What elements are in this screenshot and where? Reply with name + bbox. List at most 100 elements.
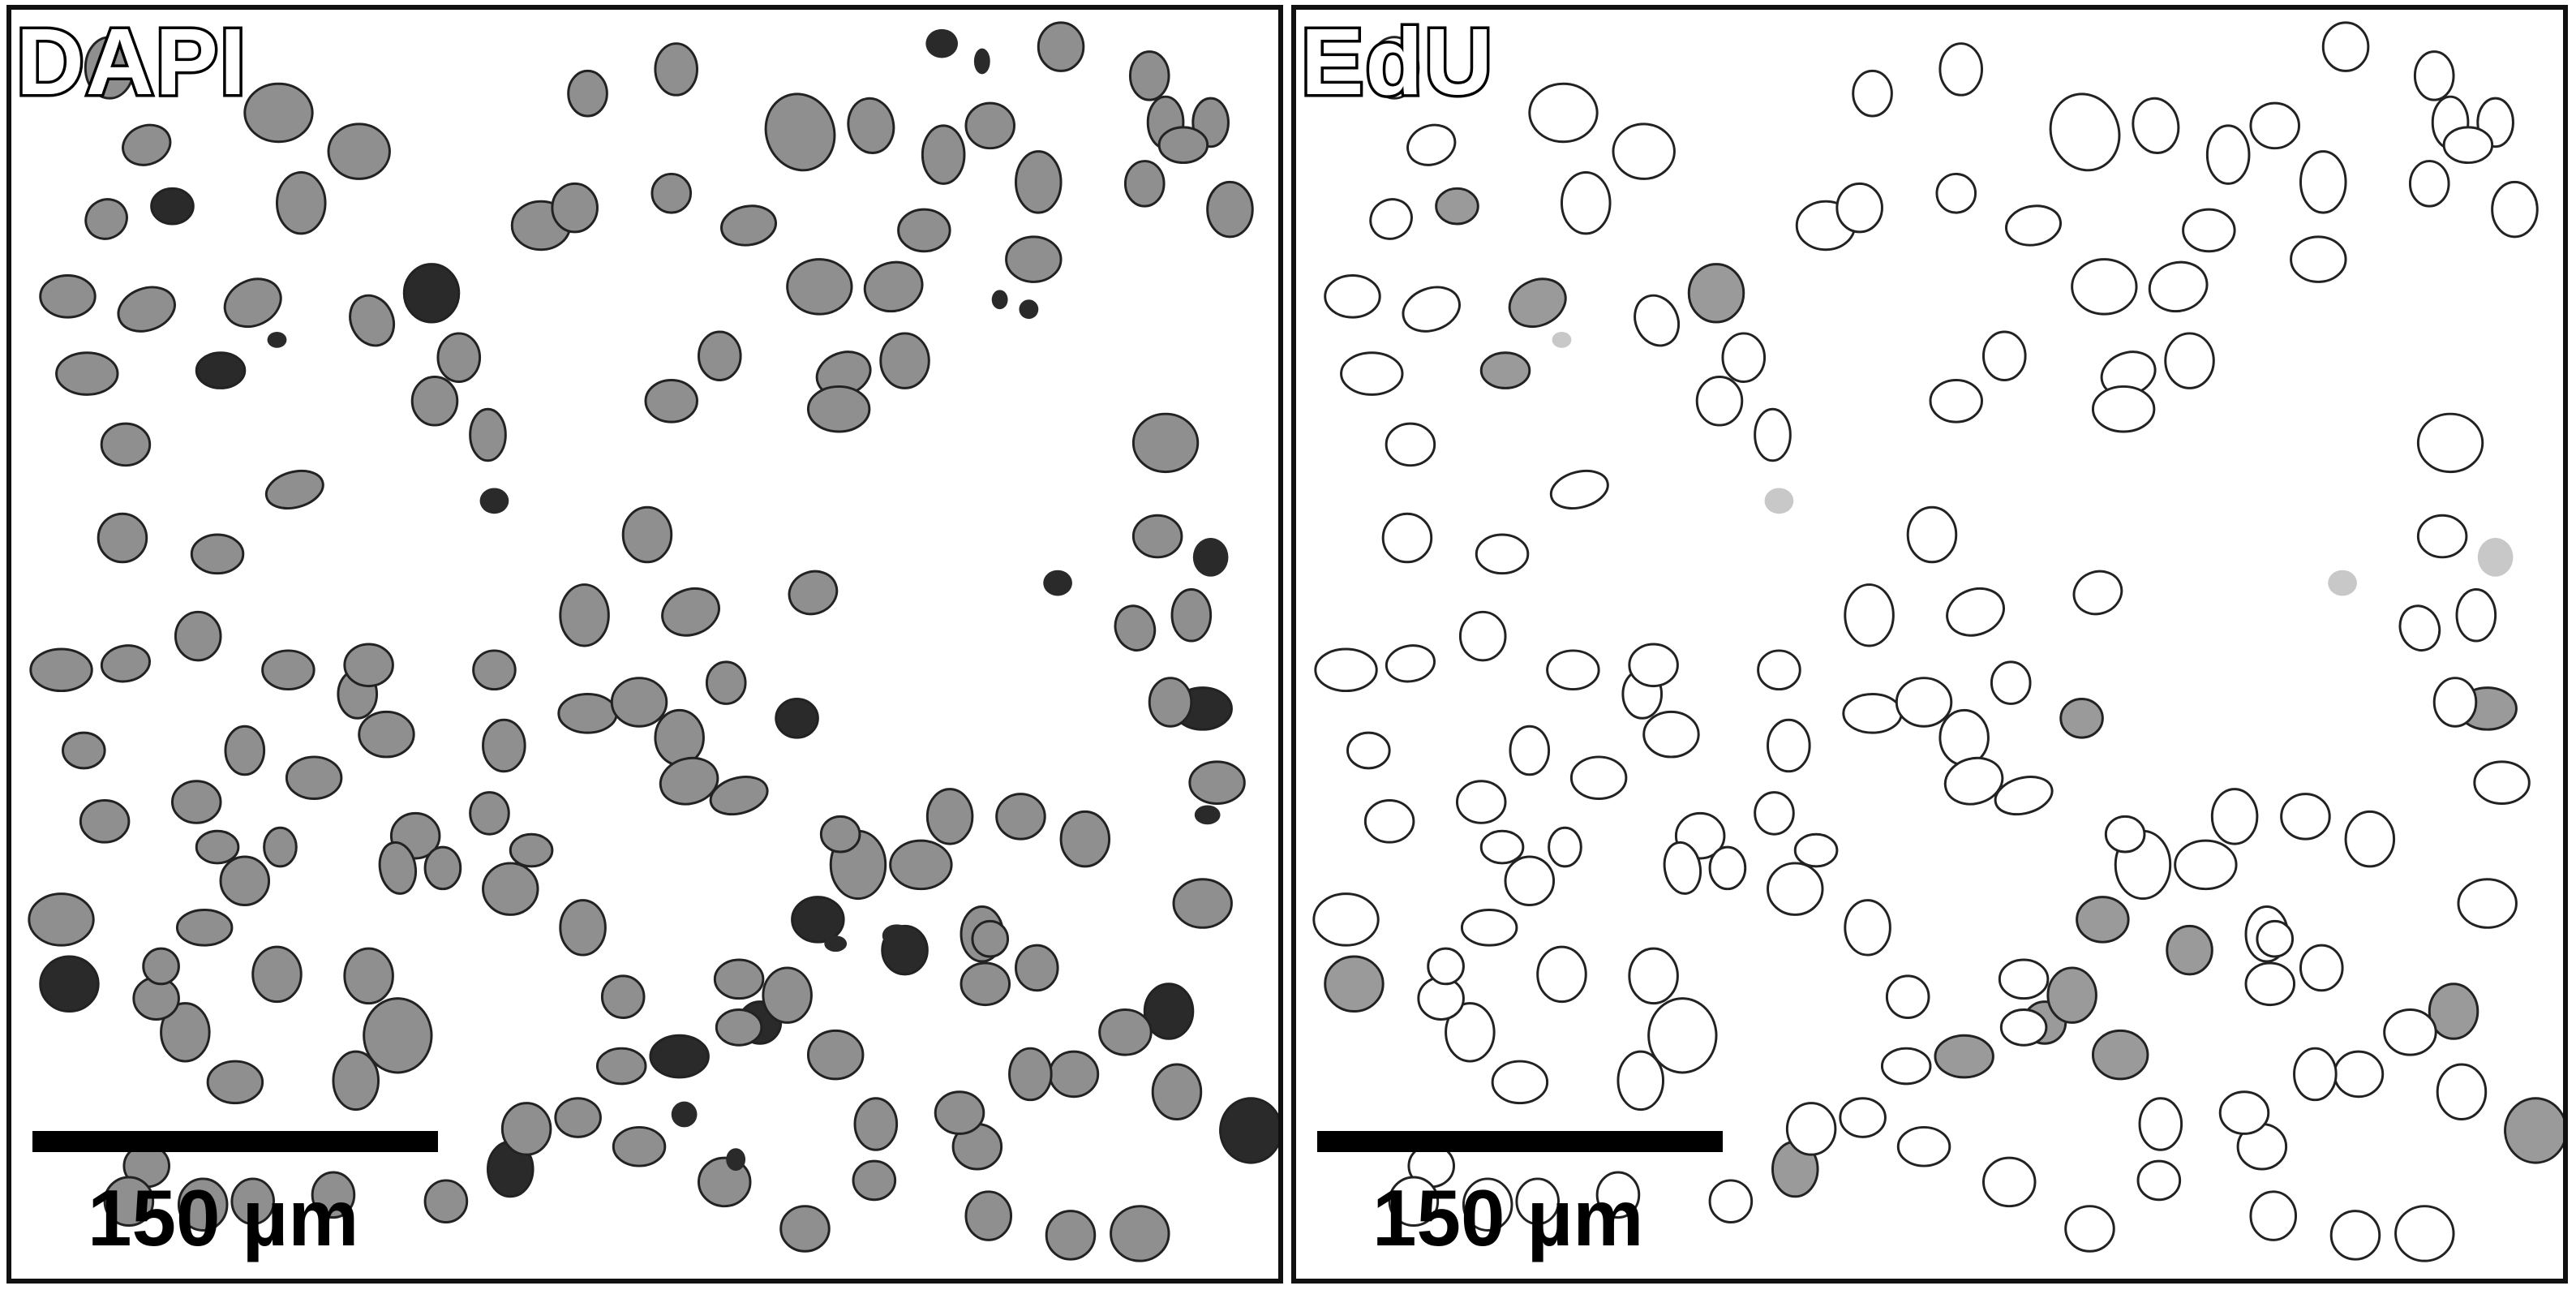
edu-nucleus-outline: [1346, 731, 1391, 770]
dapi-nucleus: [964, 1190, 1013, 1241]
dapi-nucleus: [934, 1090, 985, 1135]
edu-nucleus-outline: [1595, 1171, 1641, 1219]
dapi-nucleus: [720, 204, 777, 247]
edu-nucleus-outline: [1708, 1179, 1754, 1224]
dapi-nucleus: [482, 862, 539, 916]
dapi-panel: DAPI 150 µm: [6, 5, 1283, 1284]
dapi-debris: [671, 1101, 698, 1128]
dapi-nucleus: [142, 947, 180, 986]
dapi-nucleus: [174, 610, 222, 662]
edu-nucleus-outline: [1312, 892, 1380, 947]
edu-nucleus-outline: [2049, 92, 2121, 172]
edu-nucleus-outline: [2218, 1090, 2270, 1135]
dapi-nucleus: [705, 660, 747, 705]
edu-nucleus-outline: [2290, 235, 2347, 283]
edu-nucleus-outline: [1462, 1177, 1513, 1232]
dapi-debris: [1194, 805, 1221, 825]
dapi-nucleus: [349, 294, 396, 347]
dapi-nucleus: [79, 799, 131, 844]
edu-nucleus-outline: [1528, 82, 1599, 144]
dapi-nucleus: [469, 407, 507, 462]
dapi-channel-label: DAPI: [13, 9, 248, 114]
dapi-nucleus: [1170, 588, 1213, 643]
dapi-nucleus: [698, 330, 742, 381]
dapi-nucleus: [1131, 514, 1183, 559]
dapi-nucleus: [122, 123, 172, 166]
edu-nucleus-outline: [1896, 1125, 1951, 1167]
dapi-nucleus: [1114, 604, 1157, 651]
edu-nucleus-outline: [2299, 150, 2347, 214]
dapi-nucleus: [219, 855, 271, 907]
dapi-debris: [1019, 299, 1039, 320]
edu-nucleus-outline: [2455, 588, 2497, 643]
dapi-nucleus: [1110, 1205, 1170, 1262]
edu-nucleus-outline: [1560, 170, 1612, 235]
edu-nucleus-outline: [2182, 208, 2236, 253]
edu-nucleus-outline: [2104, 815, 2146, 854]
edu-debris: [2477, 538, 2514, 577]
dapi-nucleus: [97, 512, 148, 564]
dapi-nucleus: [261, 649, 316, 691]
edu-nucleus-outline: [1842, 693, 1903, 734]
dapi-debris: [479, 488, 509, 514]
dapi-nucleus: [472, 649, 517, 691]
edu-nucleus-outline: [2072, 570, 2123, 616]
edu-nucleus-outline: [2005, 204, 2062, 247]
edu-nucleus-outline: [1994, 776, 2054, 816]
dapi-nucleus: [921, 124, 966, 185]
edu-nucleus-outline: [1445, 1002, 1496, 1063]
edu-nucleus-outline: [1934, 1034, 1994, 1079]
dapi-nucleus: [378, 841, 418, 895]
dapi-nucleus: [788, 570, 839, 616]
edu-nucleus-outline: [1687, 263, 1745, 324]
edu-nucleus-outline: [1852, 69, 1893, 118]
dapi-nucleus: [806, 385, 871, 433]
edu-nucleus-outline: [1368, 36, 1420, 100]
dapi-nucleus: [84, 36, 135, 100]
dapi-nucleus: [1014, 150, 1063, 214]
edu-nucleus-outline: [1324, 273, 1381, 319]
edu-nucleus-outline: [1628, 643, 1679, 688]
dapi-nucleus: [879, 332, 930, 389]
dapi-nucleus: [661, 587, 720, 637]
dapi-nucleus: [559, 899, 607, 957]
dapi-nucleus: [567, 69, 608, 118]
dapi-nucleus: [343, 947, 394, 1005]
edu-nucleus-outline: [2432, 677, 2478, 728]
edu-nucleus-outline: [1406, 123, 1457, 166]
dapi-nucleus: [791, 896, 845, 944]
dapi-nucleus: [117, 286, 176, 333]
edu-scale-label: 150 µm: [1372, 1173, 1644, 1262]
edu-debris: [1764, 488, 1794, 514]
edu-nucleus-outline: [1647, 997, 1718, 1074]
dapi-debris: [991, 290, 1008, 310]
edu-nucleus-outline: [1479, 351, 1531, 389]
edu-nucleus-outline: [1754, 791, 1795, 836]
edu-channel-label: EdU: [1299, 9, 1496, 114]
dapi-nucleus: [1098, 1008, 1153, 1056]
dapi-nucleus: [964, 101, 1015, 150]
dapi-nucleus: [423, 1179, 469, 1224]
dapi-debris: [973, 48, 990, 75]
dapi-nucleus: [1045, 1210, 1097, 1261]
dapi-nucleus: [482, 718, 526, 773]
edu-nucleus-outline: [1515, 1177, 1561, 1226]
edu-nucleus-outline: [2428, 983, 2479, 1040]
dapi-nucleus: [39, 955, 100, 1013]
dapi-nucleus: [779, 1205, 831, 1253]
edu-nucleus-outline: [2416, 514, 2468, 559]
dapi-nucleus: [644, 379, 698, 424]
edu-nucleus-outline: [1508, 277, 1567, 329]
dapi-nucleus: [650, 172, 693, 214]
dapi-nucleus: [402, 263, 461, 324]
dapi-nucleus: [509, 832, 554, 868]
dapi-nucleus: [925, 788, 974, 845]
edu-nucleus-outline: [1509, 725, 1551, 776]
dapi-nucleus: [649, 1034, 710, 1079]
dapi-debris: [1043, 570, 1072, 596]
edu-nucleus-outline: [2398, 604, 2441, 651]
dapi-nucleus: [863, 260, 924, 313]
edu-nucleus-outline: [1324, 955, 1385, 1013]
edu-nucleus-outline: [1385, 422, 1436, 467]
edu-nucleus-outline: [1340, 351, 1404, 396]
